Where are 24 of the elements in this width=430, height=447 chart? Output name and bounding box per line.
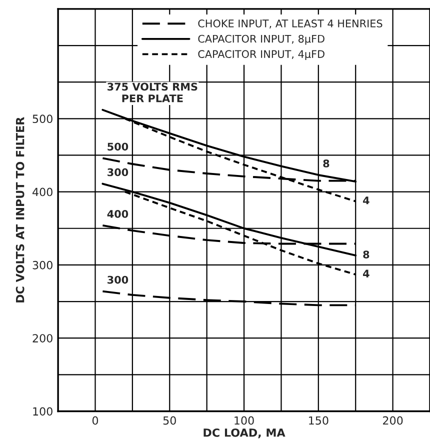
y-tick-label: 500	[32, 114, 52, 124]
x-tick-label: 50	[163, 416, 176, 425]
legend-label: CAPACITOR INPUT, 8µFD	[198, 34, 324, 45]
y-tick-label: 400	[32, 188, 52, 196]
y-tick-label: 100	[33, 407, 52, 416]
y-tick-label: 300	[32, 260, 52, 270]
legend-label: CHOKE INPUT, AT LEAST 4 HENRIES	[198, 20, 382, 28]
annotation: 500	[108, 142, 128, 151]
annotation: 8	[363, 250, 370, 258]
x-tick-label: 100	[234, 416, 254, 425]
annotation: 4	[363, 196, 370, 204]
y-axis-title: DC VOLTS AT INPUT TO FILTER	[16, 117, 24, 302]
x-tick-label: 200	[383, 416, 403, 425]
annotation: 4	[363, 270, 370, 278]
annotation: 375 VOLTS RMS PER PLATE	[108, 82, 198, 102]
annotation: 300	[108, 276, 128, 284]
y-tick-label: 200	[32, 334, 52, 342]
annotation: 300	[108, 168, 128, 176]
x-tick-label: 0	[92, 416, 98, 425]
annotation: 8	[323, 160, 330, 168]
legend-label: CAPACITOR INPUT, 4µFD	[198, 50, 324, 60]
x-tick-label: 150	[309, 416, 328, 425]
annotation: 400	[107, 210, 128, 218]
x-axis-title: DC LOAD, MA	[204, 428, 286, 438]
